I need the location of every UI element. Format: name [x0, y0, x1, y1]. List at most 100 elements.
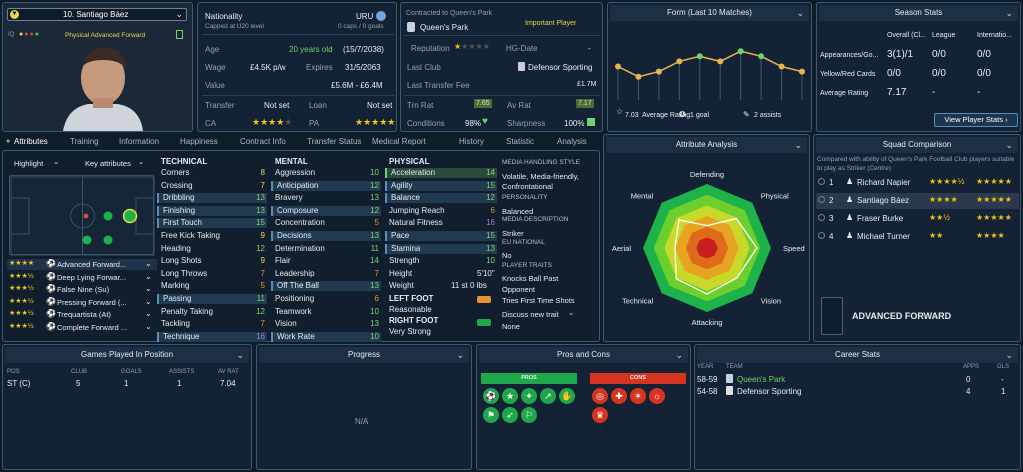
form-point[interactable]: [615, 63, 621, 70]
view-player-stats-label: View Player Stats: [944, 115, 1004, 124]
role-item[interactable]: ★★★½ ⚽ Pressing Forward (... ⌄: [7, 297, 157, 308]
attribute-row[interactable]: Determination 11: [271, 244, 381, 254]
squad-rank: 1: [829, 178, 834, 187]
tab-information[interactable]: Information: [119, 137, 160, 146]
progress-header[interactable]: Progress ⌄: [259, 347, 469, 363]
form-point[interactable]: [717, 58, 724, 65]
attribute-row[interactable]: Passing 11: [157, 294, 267, 304]
attribute-row[interactable]: Positioning 6: [271, 294, 381, 304]
attribute-row[interactable]: Bravery 13: [271, 193, 381, 203]
role-item[interactable]: ★★★½ ⚽ False Nine (Su) ⌄: [7, 284, 157, 295]
form-point[interactable]: [778, 63, 785, 70]
squad-row[interactable]: 4 ♟ Michael Turner ★★ ★★★★: [816, 229, 1019, 245]
analysis-header[interactable]: Attribute Analysis ⌄: [606, 137, 807, 153]
attribute-row[interactable]: Long Shots 9: [157, 256, 267, 266]
attribute-row[interactable]: Off The Ball 13: [271, 281, 381, 292]
left-foot-value: Reasonable: [389, 305, 432, 314]
attribute-value: 12: [370, 180, 379, 190]
games-header[interactable]: Games Played In Position ⌄: [5, 347, 249, 363]
attribute-row[interactable]: Acceleration 14: [385, 168, 497, 178]
attribute-row[interactable]: Stamina 13: [385, 243, 497, 254]
attribute-row[interactable]: Aggression 10: [271, 168, 381, 178]
position-name: ADVANCED FORWARD: [852, 311, 952, 321]
form-point[interactable]: [696, 53, 703, 60]
attribute-row[interactable]: Work Rate 10: [271, 331, 381, 342]
attribute-row[interactable]: Balance 12: [385, 193, 497, 204]
form-point[interactable]: [799, 68, 805, 75]
role-item[interactable]: ★★★★ ⚽ Advanced Forward... ⌄: [7, 259, 157, 270]
attribute-row[interactable]: Crossing 7: [157, 181, 267, 191]
attribute-row[interactable]: Marking 5: [157, 281, 267, 291]
attribute-row[interactable]: Vision 13: [271, 319, 381, 329]
expires-label: Expires: [306, 63, 333, 72]
career-team[interactable]: Queen's Park: [737, 375, 786, 384]
career-team[interactable]: Defensor Sporting: [737, 387, 802, 396]
clipboard-icon[interactable]: [176, 30, 183, 39]
attribute-row[interactable]: Corners 8: [157, 168, 267, 178]
attribute-row[interactable]: Free Kick Taking 9: [157, 231, 267, 241]
form-point[interactable]: [758, 53, 765, 60]
attribute-row[interactable]: Strength 10: [385, 256, 497, 266]
attribute-row[interactable]: Penalty Taking 12: [157, 307, 267, 317]
squad-header[interactable]: Squad Comparison ⌄: [816, 137, 1018, 153]
tab-contract-info[interactable]: Contract Info: [240, 137, 286, 146]
attribute-row[interactable]: Teamwork 10: [271, 307, 381, 317]
attribute-row[interactable]: Decisions 13: [271, 231, 381, 241]
squad-row[interactable]: 2 ♟ Santiago Báez ★★★★ ★★★★★: [816, 193, 1019, 209]
attribute-row[interactable]: Jumping Reach 6: [385, 206, 497, 216]
tab-medical-report[interactable]: Medical Report: [372, 137, 426, 146]
attribute-row[interactable]: Leadership 7: [271, 269, 381, 279]
attribute-row[interactable]: Natural Fitness 16: [385, 218, 497, 228]
attribute-row[interactable]: Agility 15: [385, 180, 497, 191]
view-player-stats-button[interactable]: View Player Stats ›: [934, 113, 1018, 127]
attribute-row[interactable]: Technique 16: [157, 331, 267, 342]
squad-row[interactable]: 1 ♟ Richard Napier ★★★★½ ★★★★★: [816, 175, 1019, 191]
attribute-row[interactable]: Heading 12: [157, 244, 267, 254]
form-point[interactable]: [737, 48, 744, 55]
career-header[interactable]: Career Stats ⌄: [697, 347, 1018, 363]
tab-training[interactable]: Training: [70, 137, 99, 146]
attribute-row[interactable]: Finishing 13: [157, 205, 267, 216]
tab-history[interactable]: History: [459, 137, 484, 146]
tab-happiness[interactable]: Happiness: [180, 137, 218, 146]
form-header[interactable]: Form (Last 10 Matches) ⌄: [610, 5, 809, 21]
attribute-row[interactable]: First Touch 15: [157, 218, 267, 229]
discuss-trait-button[interactable]: Discuss new trait: [502, 310, 559, 319]
sharpness-icon: [587, 118, 595, 126]
role-item[interactable]: ★★★½ ⚽ Deep Lying Forwar... ⌄: [7, 272, 157, 283]
trait-item: Tries First Time Shots: [502, 296, 575, 305]
tab-transfer-status[interactable]: Transfer Status: [307, 137, 362, 146]
form-point[interactable]: [635, 73, 642, 80]
attribute-name: Tackling: [161, 319, 190, 329]
tab-analysis[interactable]: Analysis: [557, 137, 587, 146]
proscons-header[interactable]: Pros and Cons ⌄: [479, 347, 688, 363]
squad-pa-stars: ★★★★★: [976, 195, 1012, 204]
squad-row[interactable]: 3 ♟ Fraser Burke ★★½ ★★★★★: [816, 211, 1019, 227]
attribute-row[interactable]: Anticipation 12: [271, 180, 381, 191]
attribute-name: Aggression: [275, 168, 316, 177]
attribute-row[interactable]: Flair 14: [271, 256, 381, 266]
attribute-row[interactable]: Dribbling 13: [157, 193, 267, 204]
squad-desc: Compared with ability of Queen's Park Fo…: [817, 156, 1015, 172]
attribute-value: 10: [370, 306, 379, 316]
attribute-row[interactable]: Pace 15: [385, 231, 497, 241]
squad-player-name: Fraser Burke: [857, 214, 904, 223]
season-header[interactable]: Season Stats ⌄: [819, 5, 1018, 21]
active-tab-dot-icon: ●: [6, 138, 11, 145]
attribute-row[interactable]: Tackling 7: [157, 319, 267, 329]
role-item[interactable]: ★★★½ ⚽ Complete Forward ... ⌄: [7, 322, 157, 333]
form-point[interactable]: [676, 58, 683, 65]
attribute-row[interactable]: Composure 12: [271, 205, 381, 216]
player-name-dropdown[interactable]: ▼ 10. Santiago Báez ⌄: [7, 8, 187, 21]
media-style-title: MEDIA HANDLING STYLE: [502, 159, 581, 166]
chevron-down-icon: ⌄: [145, 309, 152, 318]
club-crest-icon: [726, 386, 733, 395]
attribute-row[interactable]: Concentration 5: [271, 218, 381, 228]
attribute-row[interactable]: Long Throws 7: [157, 269, 267, 279]
tab-statistic[interactable]: Statistic: [506, 137, 535, 146]
tab-attributes[interactable]: Attributes: [14, 137, 48, 146]
form-point[interactable]: [655, 68, 662, 75]
key-attributes-dropdown[interactable]: Key attributes ⌄: [78, 157, 148, 169]
highlight-dropdown[interactable]: Highlight ⌄: [8, 157, 66, 169]
role-item[interactable]: ★★★½ ⚽ Trequartista (At) ⌄: [7, 309, 157, 320]
